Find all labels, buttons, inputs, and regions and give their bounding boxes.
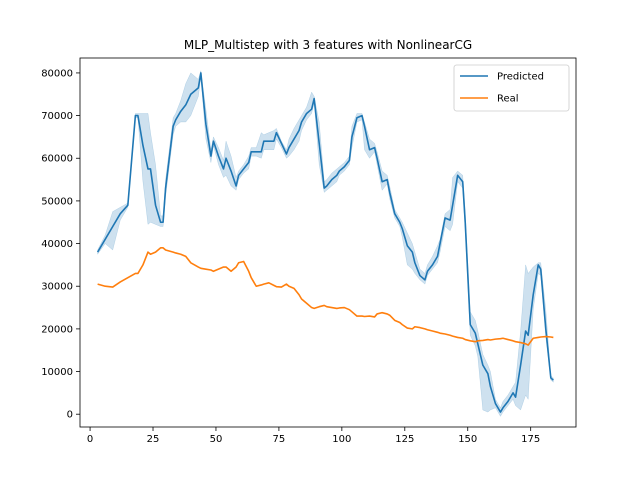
x-tick-label: 50: [210, 434, 223, 445]
series-real-line: [97, 247, 554, 346]
y-tick-label: 80000: [41, 68, 73, 79]
y-tick-label: 40000: [41, 239, 73, 250]
plot-area: [96, 70, 554, 417]
series-predicted-confidence-band: [97, 70, 554, 417]
series-predicted-line: [96, 72, 554, 413]
legend-label-real: Real: [497, 94, 519, 105]
chart-title: MLP_Multistep with 3 features with Nonli…: [184, 38, 472, 52]
x-tick-label: 25: [147, 434, 160, 445]
axes: 0 25 50 75 100 125 150 175 0 10000 20000 30000 40000…: [41, 57, 577, 445]
x-tick-label: 175: [521, 434, 540, 445]
y-tick-label: 70000: [41, 111, 73, 122]
y-tick-label: 50000: [41, 196, 73, 207]
y-tick-label: 10000: [41, 367, 73, 378]
y-tick-label: 60000: [41, 154, 73, 165]
x-tick-label: 125: [395, 434, 414, 445]
x-tick-label: 0: [87, 434, 93, 445]
axes-frame: [79, 57, 577, 428]
legend-label-predicted: Predicted: [497, 72, 544, 83]
y-tick-label: 0: [67, 410, 73, 421]
y-tick-label: 20000: [41, 324, 73, 335]
y-tick-label: 30000: [41, 282, 73, 293]
x-tick-label: 150: [458, 434, 477, 445]
legend: Predicted Real: [453, 64, 570, 112]
x-tick-label: 75: [273, 434, 286, 445]
x-tick-label: 100: [332, 434, 351, 445]
